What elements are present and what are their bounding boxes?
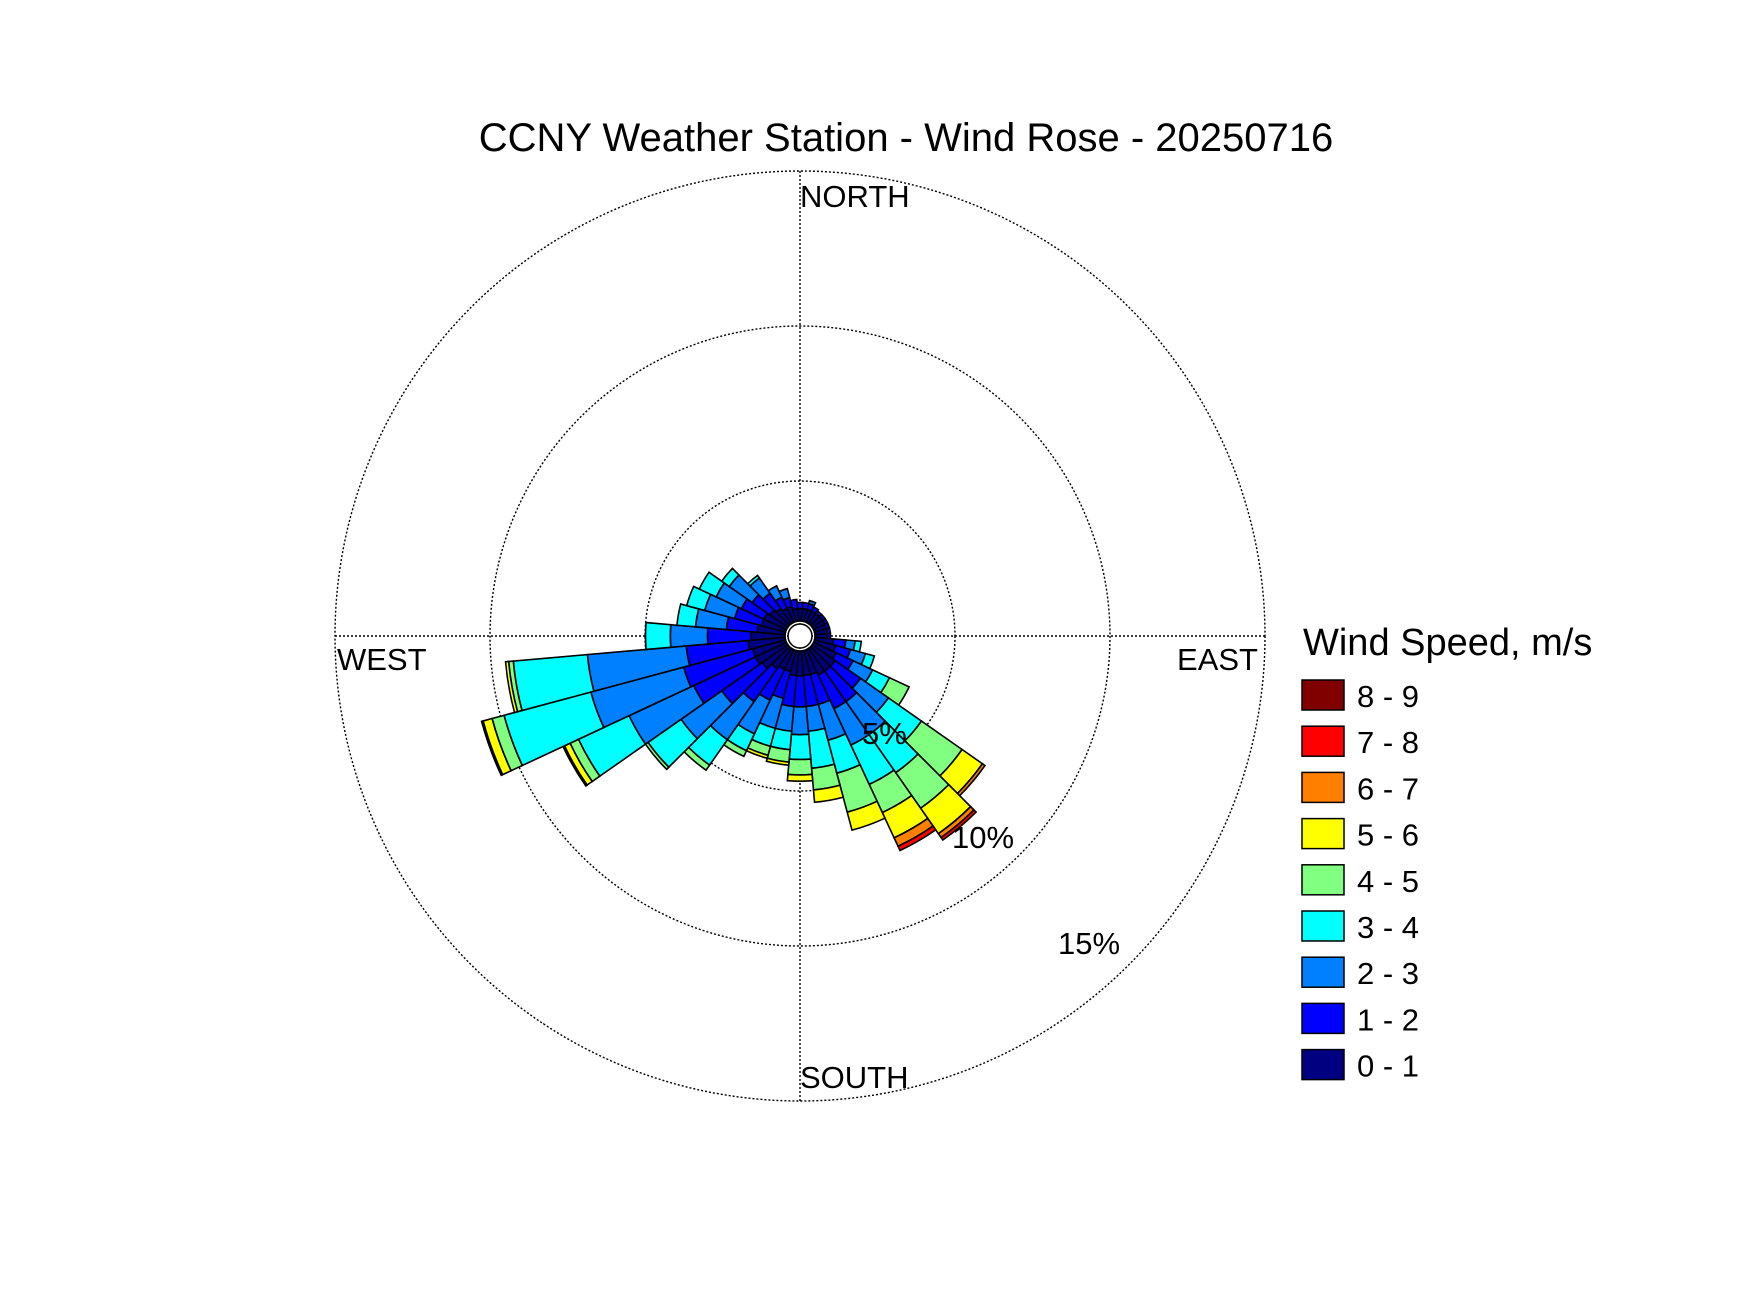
- grid-circle-10: [489, 325, 1111, 947]
- legend-label: 7 - 8: [1357, 725, 1419, 760]
- sector-320-bin-3: [746, 574, 761, 588]
- sector-160-bin-5: [846, 800, 887, 832]
- legend-label: 1 - 2: [1357, 1002, 1419, 1037]
- sector-140-bin-7: [939, 808, 978, 842]
- direction-label-west: WEST: [337, 642, 427, 677]
- sector-170-bin-5: [812, 784, 845, 804]
- legend-item: 1 - 2: [1301, 1002, 1419, 1037]
- sector-280: [676, 603, 787, 636]
- sector-150-bin-7: [896, 824, 937, 852]
- axis-labels: NORTH EAST SOUTH WEST 5% 10% 15%: [337, 179, 1258, 1095]
- direction-label-south: SOUTH: [800, 1060, 909, 1095]
- legend-item: 3 - 4: [1301, 910, 1419, 945]
- legend-item: 8 - 9: [1301, 679, 1419, 714]
- sector-280-bin-3: [676, 603, 700, 628]
- legend-swatch: [1301, 725, 1345, 757]
- sector-180-bin-3: [788, 733, 812, 761]
- sector-170: [800, 649, 845, 804]
- sector-310: [720, 567, 791, 629]
- direction-label-east: EAST: [1177, 642, 1258, 677]
- legend-swatch: [1301, 1002, 1345, 1035]
- sector-20-bin-2: [807, 599, 817, 607]
- legend-item: 6 - 7: [1301, 771, 1419, 806]
- sector-260-bin-5: [504, 660, 519, 714]
- legend-label: 6 - 7: [1357, 771, 1419, 806]
- sector-150: [805, 647, 937, 852]
- sector-180-bin-5: [786, 773, 814, 782]
- sector-350: [789, 598, 800, 623]
- sector-180: [786, 650, 814, 782]
- legend-label: 0 - 1: [1357, 1049, 1419, 1084]
- sector-200: [745, 648, 798, 760]
- legend-label: 4 - 5: [1357, 864, 1419, 899]
- sector-250-bin-6: [480, 719, 504, 777]
- legend-title: Wind Speed, m/s: [1303, 622, 1592, 664]
- chart-title: CCNY Weather Station - Wind Rose - 20250…: [479, 116, 1334, 160]
- legend-item: 7 - 8: [1301, 725, 1419, 760]
- legend-label: 3 - 4: [1357, 910, 1419, 945]
- sector-230: [644, 643, 791, 771]
- legend-swatch: [1301, 910, 1345, 942]
- sector-300-bin-3: [698, 571, 726, 598]
- sector-310-bin-3: [720, 567, 741, 588]
- radial-tick-label-10: 10%: [952, 820, 1014, 855]
- legend-swatch: [1301, 864, 1345, 896]
- legend-label: 5 - 6: [1357, 818, 1419, 853]
- wind-sectors: [480, 567, 987, 852]
- radial-tick-label-5: 5%: [862, 716, 907, 751]
- sector-340: [778, 587, 798, 624]
- direction-label-north: NORTH: [800, 179, 910, 214]
- sector-270-bin-3: [644, 621, 672, 651]
- legend-label: 2 - 3: [1357, 956, 1419, 991]
- legend-swatch: [1301, 956, 1345, 988]
- sector-140: [807, 645, 978, 842]
- sector-190-bin-5: [765, 757, 790, 767]
- sector-330-bin-2: [767, 584, 783, 602]
- sector-120: [811, 641, 911, 707]
- legend-item: 4 - 5: [1301, 864, 1419, 899]
- sector-350-bin-1: [789, 598, 799, 611]
- center-hub: [787, 623, 813, 649]
- legend-item: 2 - 3: [1301, 956, 1419, 991]
- legend-swatch: [1301, 817, 1345, 850]
- sector-290-bin-3: [685, 585, 712, 612]
- legend-swatch: [1301, 1048, 1345, 1081]
- legend-item: 5 - 6: [1301, 817, 1419, 853]
- legend-swatch: [1301, 679, 1345, 711]
- legend-label: 8 - 9: [1357, 679, 1419, 714]
- sector-340-bin-2: [778, 587, 791, 601]
- sector-290: [685, 585, 788, 634]
- sector-180-bin-4: [787, 758, 813, 776]
- radial-tick-label-15: 15%: [1058, 926, 1120, 961]
- legend-swatch: [1301, 771, 1345, 804]
- legend: Wind Speed, m/s 8 - 9 7 - 8 6 - 7 5 - 6 4 - 5…: [1301, 622, 1592, 1084]
- legend-item: 0 - 1: [1301, 1048, 1419, 1084]
- sector-250: [480, 638, 788, 777]
- sector-130: [809, 643, 987, 797]
